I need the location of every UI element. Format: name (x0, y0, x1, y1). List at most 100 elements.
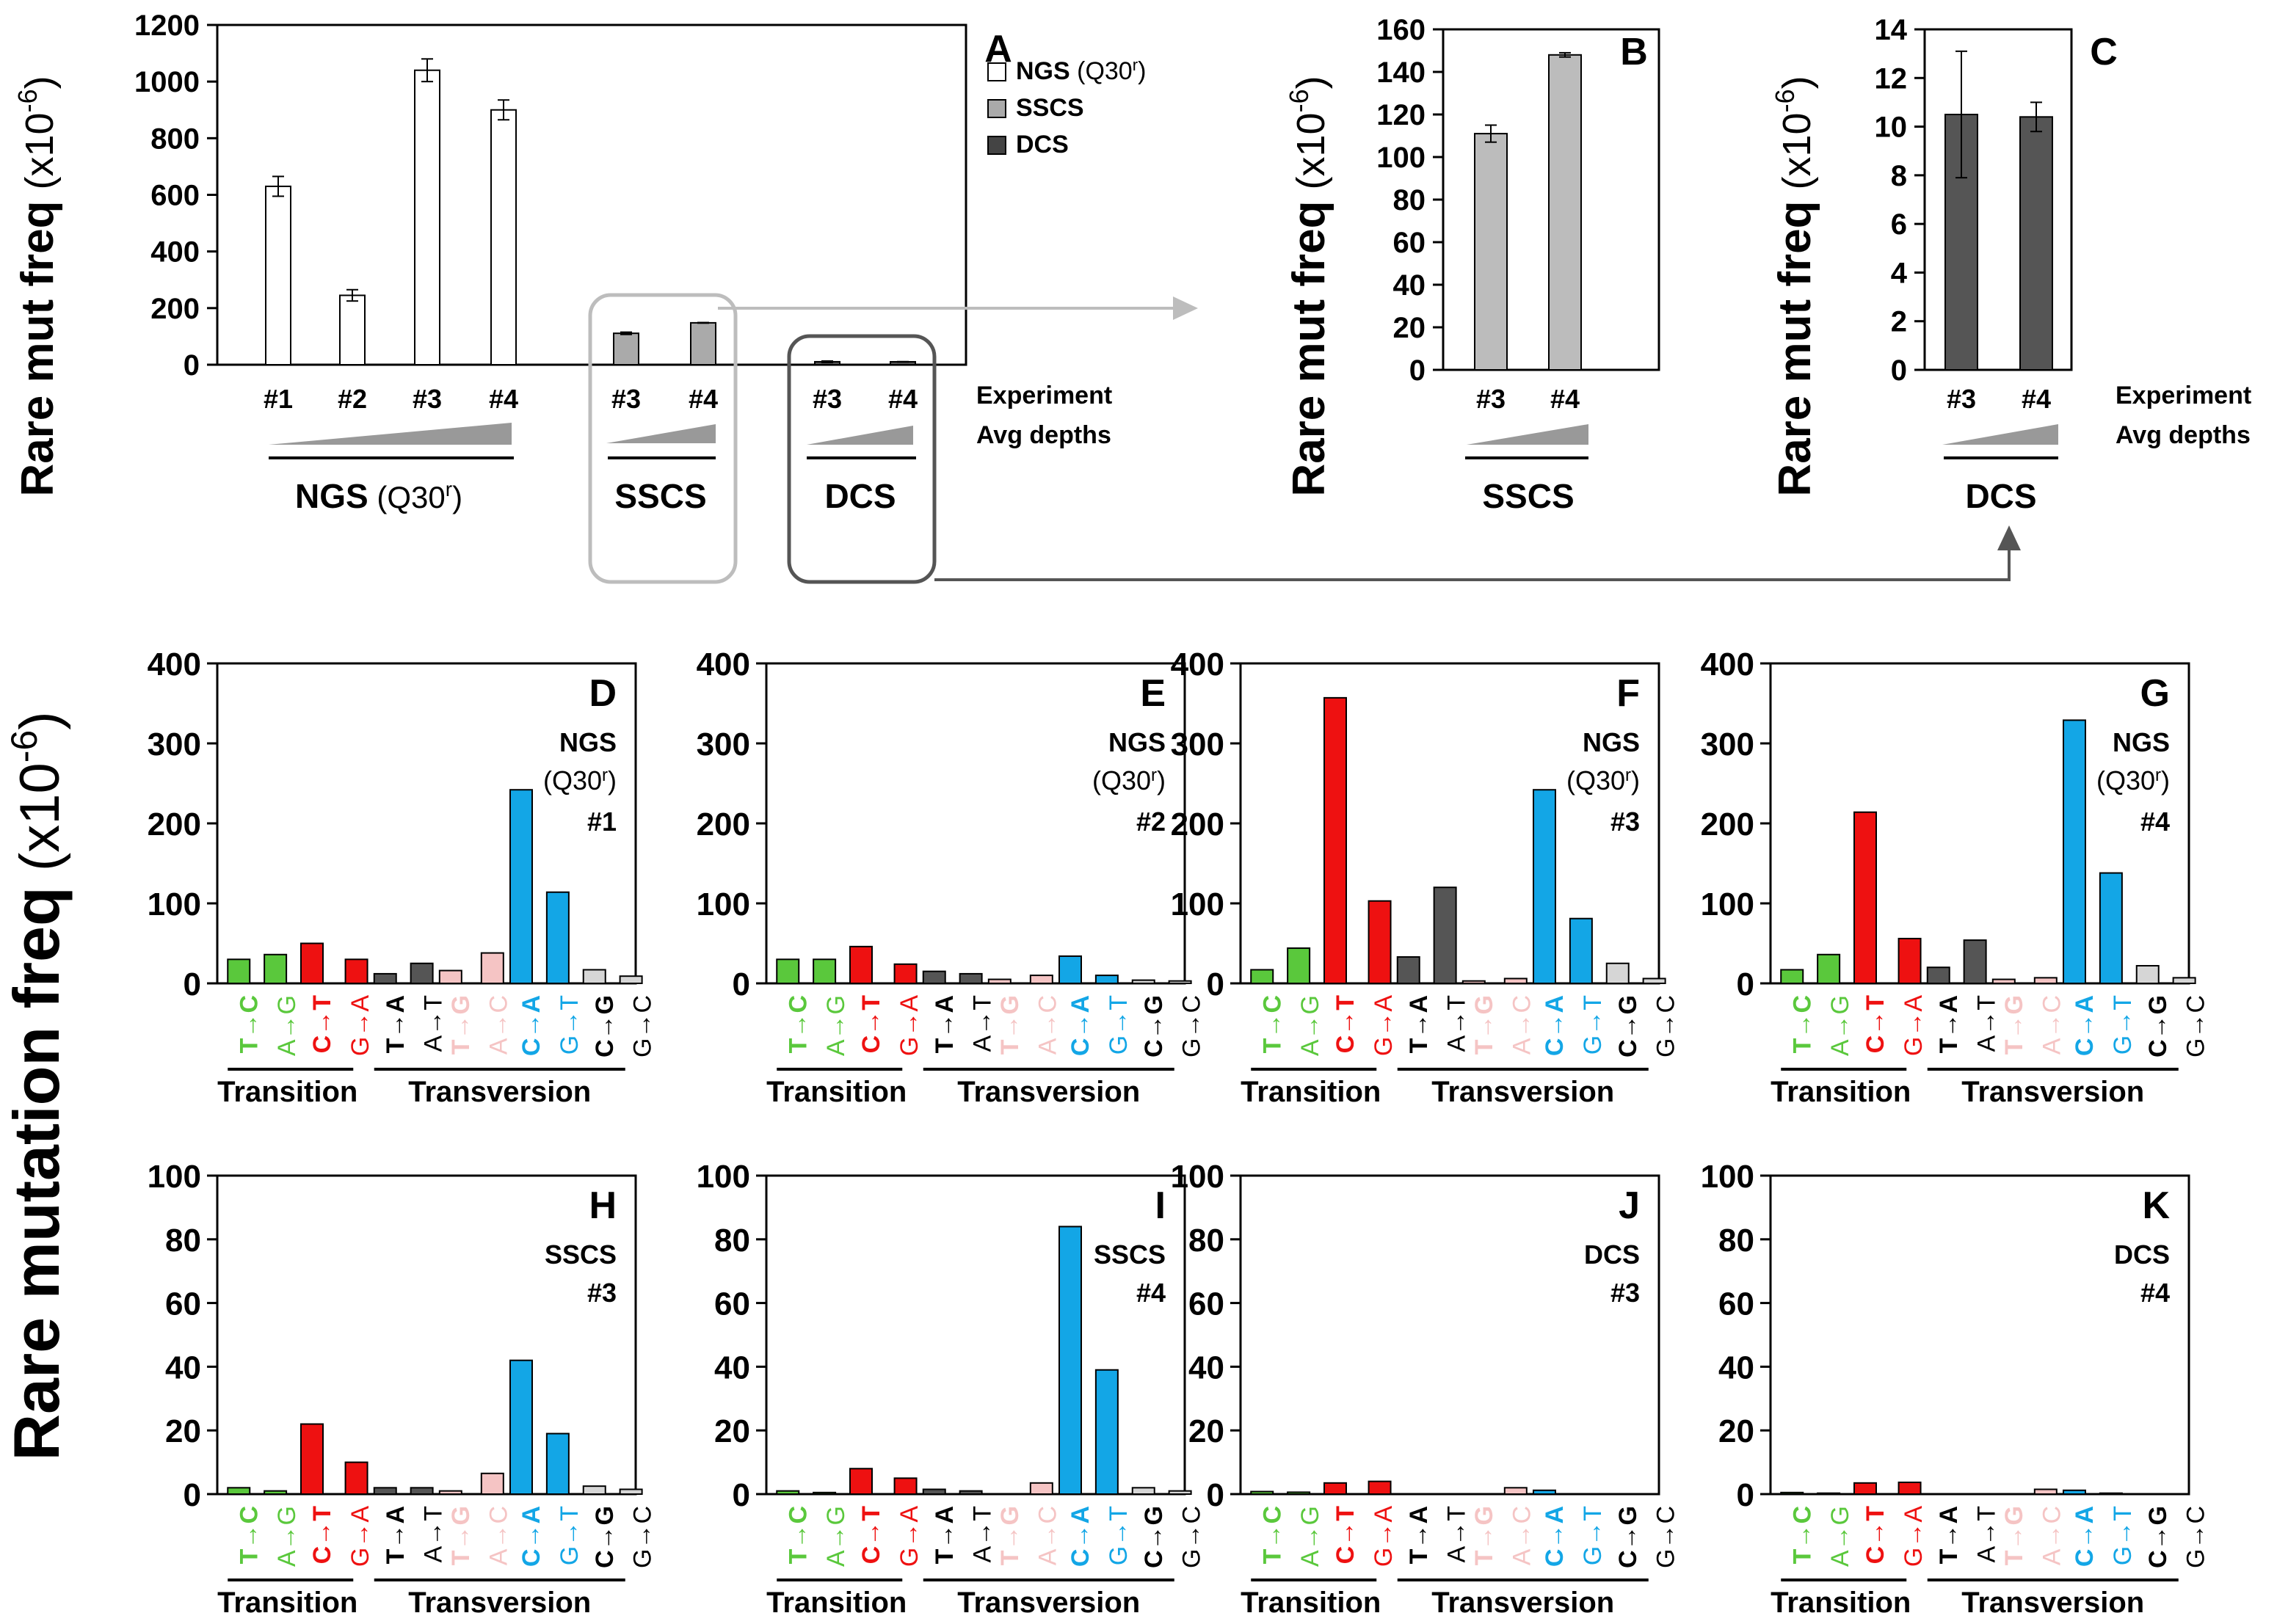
panel-e-frame (765, 662, 1186, 985)
panel-a-tick-label: 0 (184, 349, 200, 382)
panel-i-tick-label: 20 (714, 1413, 750, 1449)
panel-d-bar (344, 958, 368, 985)
panel-k-mut-type-top: T→A (1935, 1506, 1963, 1564)
panel-k-mut-type-top: C→A (2071, 1506, 2099, 1567)
class-label-transition: Transition (766, 1587, 907, 1619)
panel-d-bar (300, 942, 324, 984)
panel-f-mut-type-bottom: G→C (1652, 995, 1680, 1057)
panel-h-bar (300, 1423, 324, 1496)
panel-g-bar (2172, 977, 2196, 984)
row-label-depth: Avg depths (2116, 421, 2251, 449)
panel-f-bar (1461, 980, 1486, 984)
class-label-transversion: Transversion (1961, 1076, 2144, 1108)
panel-j-mut-type-bottom: G→T (1579, 1506, 1607, 1565)
panel-i-mut-type-top: T→C (784, 1506, 812, 1564)
panel-h-tick-label: 100 (148, 1159, 201, 1195)
panel-b-tick-label: 80 (1393, 184, 1426, 216)
panel-d-mut-type-top: C→A (518, 995, 545, 1056)
panel-d-bar (619, 975, 643, 984)
panel-k-tick-label: 100 (1701, 1159, 1754, 1195)
panel-h-mut-type-top: T→C (235, 1506, 263, 1564)
panel-k-tick-label: 80 (1718, 1223, 1754, 1259)
legend-swatch (987, 136, 1006, 155)
panel-i-bar (776, 1490, 800, 1496)
panel-a-tick-label: 200 (150, 293, 200, 325)
panel-k-bar (1853, 1482, 1877, 1496)
panel-d-method-label: NGS (559, 727, 617, 757)
panel-d-frame (216, 662, 637, 985)
class-label-transition: Transition (1771, 1587, 1911, 1619)
experiment-label: #4 (489, 384, 518, 414)
panel-a-bar (613, 332, 639, 365)
panel-j-tick-label: 20 (1188, 1413, 1224, 1449)
panel-g-bar (1926, 966, 1950, 984)
panel-letter-b: B (1620, 31, 1648, 73)
panel-k-mut-type-top: C→G (2144, 1506, 2172, 1568)
panel-d-tick-label: 100 (148, 886, 201, 922)
panel-g-quality-label: (Q30r) (2096, 765, 2170, 795)
panel-i-bar (922, 1488, 946, 1495)
legend-swatch (987, 62, 1006, 81)
panel-d-mut-type-top: T→A (382, 995, 410, 1053)
panel-j-mut-type-top: T→G (1470, 1506, 1498, 1565)
panel-g-bar (2135, 965, 2160, 985)
panel-i-mut-type-top: T→A (931, 1506, 959, 1564)
panel-f-quality-label: (Q30r) (1566, 765, 1640, 795)
panel-d-mut-type-bottom: A→C (485, 995, 513, 1055)
panel-j-mut-type-bottom: G→C (1652, 1506, 1680, 1568)
panel-i-bar (813, 1491, 837, 1495)
panel-b-tick-label: 140 (1376, 57, 1426, 89)
group-label-sscs-b: SSCS (1482, 477, 1574, 515)
panel-i-tick-label: 80 (714, 1223, 750, 1259)
panel-d-tick-label: 400 (148, 647, 201, 682)
panel-b-tick-label: 40 (1393, 269, 1426, 302)
row-label-experiment: Experiment (2116, 382, 2251, 409)
panel-e-bar (922, 970, 946, 985)
panel-g-mut-type-bottom: G→A (1900, 995, 1928, 1056)
panel-j-experiment-label: #3 (1610, 1278, 1640, 1308)
panel-e-bar (813, 958, 837, 985)
panel-letter: F (1616, 672, 1640, 715)
panel-g-bar (1780, 969, 1804, 984)
panel-e-mut-type-bottom: G→A (896, 995, 923, 1056)
panel-e-mut-type-top: C→A (1067, 995, 1094, 1056)
panel-j-tick-label: 100 (1171, 1159, 1224, 1195)
panel-g-mut-type-top: C→T (1862, 995, 1889, 1054)
panel-g-bar (2099, 872, 2123, 984)
panel-k-bar (2099, 1492, 2123, 1495)
panel-a-bar (414, 69, 440, 365)
panel-j-bar (1250, 1490, 1274, 1495)
panel-letter: H (589, 1184, 617, 1227)
panel-c-tick-label: 10 (1875, 112, 1908, 144)
panel-j-mut-type-bottom: A→G (1296, 1506, 1324, 1567)
y-axis-label-a: Rare mut freq (x10-6) (12, 76, 63, 496)
panel-h-bar (619, 1488, 643, 1495)
panel-g-bar (1963, 939, 1987, 985)
panel-letter: I (1155, 1184, 1166, 1227)
class-label-transversion: Transversion (957, 1587, 1140, 1619)
panel-h-bar (410, 1487, 434, 1495)
panel-d-bar (480, 952, 504, 984)
panel-e-experiment-label: #2 (1136, 806, 1166, 837)
panel-i-bar (893, 1477, 918, 1496)
panel-f-mut-type-bottom: A→C (1508, 995, 1536, 1055)
panel-g-bar (1853, 811, 1877, 984)
panel-j-tick-label: 0 (1207, 1477, 1224, 1513)
class-label-transition: Transition (1241, 1076, 1381, 1108)
panel-e-mut-type-top: C→G (1140, 995, 1168, 1057)
panel-g-mut-type-bottom: G→C (2182, 995, 2210, 1057)
panel-d-bar (582, 969, 606, 984)
panel-h-tick-label: 20 (165, 1413, 201, 1449)
panel-g-mut-type-bottom: A→T (1973, 995, 2001, 1052)
panel-e-tick-label: 300 (697, 727, 750, 762)
panel-e-bar (776, 958, 800, 985)
panel-k-mut-type-top: T→G (2000, 1506, 2028, 1565)
panel-d-tick-label: 0 (184, 966, 201, 1002)
panel-letter: G (2140, 672, 2170, 715)
panel-h-mut-type-top: C→A (518, 1506, 545, 1567)
panel-f-bar (1250, 969, 1274, 984)
panel-k-mut-type-bottom: G→A (1900, 1506, 1928, 1567)
panel-e-bar (987, 978, 1012, 985)
panel-f-bar (1569, 917, 1593, 984)
group-label-sscs: SSCS (614, 477, 706, 515)
